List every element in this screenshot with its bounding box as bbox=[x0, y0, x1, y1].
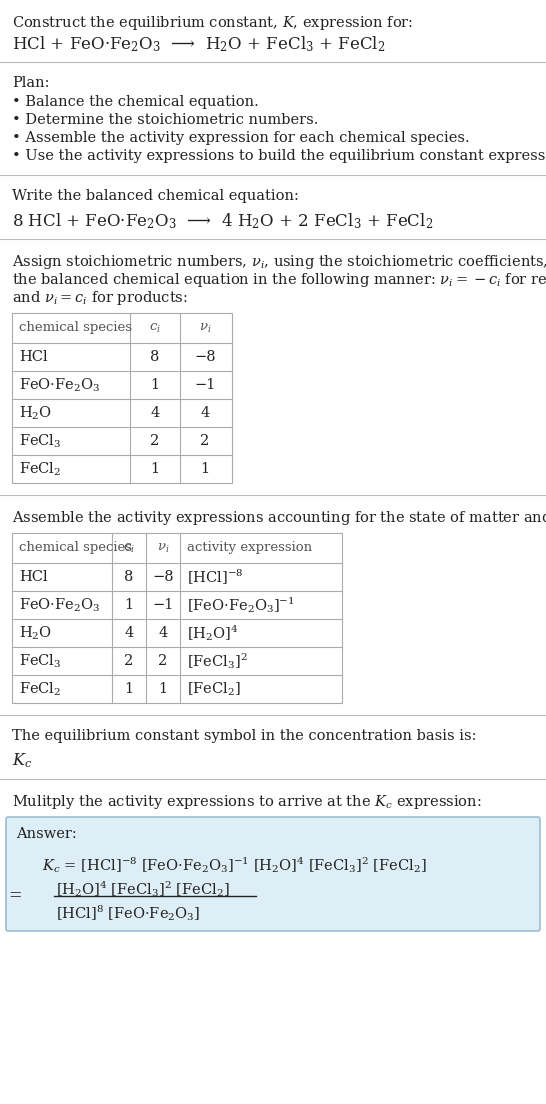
Text: 2: 2 bbox=[150, 434, 159, 448]
Text: 4: 4 bbox=[150, 406, 159, 420]
Text: Write the balanced chemical equation:: Write the balanced chemical equation: bbox=[12, 189, 299, 203]
Text: $K_c$ = [HCl]$^{-8}$ [FeO·Fe$_2$O$_3$]$^{-1}$ [H$_2$O]$^4$ [FeCl$_3$]$^2$ [FeCl$: $K_c$ = [HCl]$^{-8}$ [FeO·Fe$_2$O$_3$]$^… bbox=[42, 854, 427, 874]
Text: chemical species: chemical species bbox=[19, 541, 132, 554]
Text: FeCl$_2$: FeCl$_2$ bbox=[19, 460, 61, 478]
Text: FeCl$_3$: FeCl$_3$ bbox=[19, 652, 62, 670]
Text: 1: 1 bbox=[200, 461, 210, 476]
Text: Assemble the activity expressions accounting for the state of matter and $\nu_i$: Assemble the activity expressions accoun… bbox=[12, 509, 546, 527]
Text: 8: 8 bbox=[124, 570, 134, 584]
Text: [FeO·Fe$_2$O$_3$]$^{-1}$: [FeO·Fe$_2$O$_3$]$^{-1}$ bbox=[187, 595, 295, 615]
Text: −8: −8 bbox=[194, 350, 216, 364]
Text: −1: −1 bbox=[152, 598, 174, 612]
Text: 4: 4 bbox=[200, 406, 210, 420]
Text: Mulitply the activity expressions to arrive at the $K_c$ expression:: Mulitply the activity expressions to arr… bbox=[12, 793, 482, 811]
Text: Plan:: Plan: bbox=[12, 76, 50, 91]
Text: 8 HCl + FeO·Fe$_2$O$_3$  ⟶  4 H$_2$O + 2 FeCl$_3$ + FeCl$_2$: 8 HCl + FeO·Fe$_2$O$_3$ ⟶ 4 H$_2$O + 2 F… bbox=[12, 211, 433, 231]
Text: • Determine the stoichiometric numbers.: • Determine the stoichiometric numbers. bbox=[12, 113, 318, 127]
Text: • Use the activity expressions to build the equilibrium constant expression.: • Use the activity expressions to build … bbox=[12, 149, 546, 163]
Text: FeCl$_3$: FeCl$_3$ bbox=[19, 433, 62, 449]
Text: FeO·Fe$_2$O$_3$: FeO·Fe$_2$O$_3$ bbox=[19, 596, 100, 614]
Text: $c_i$: $c_i$ bbox=[149, 321, 161, 335]
Text: The equilibrium constant symbol in the concentration basis is:: The equilibrium constant symbol in the c… bbox=[12, 729, 477, 743]
Text: and $\nu_i = c_i$ for products:: and $\nu_i = c_i$ for products: bbox=[12, 289, 188, 307]
Text: $c_i$: $c_i$ bbox=[123, 541, 135, 554]
Text: 1: 1 bbox=[151, 461, 159, 476]
FancyBboxPatch shape bbox=[6, 817, 540, 931]
Text: −8: −8 bbox=[152, 570, 174, 584]
Text: 2: 2 bbox=[200, 434, 210, 448]
Text: HCl: HCl bbox=[19, 570, 48, 584]
Text: 8: 8 bbox=[150, 350, 159, 364]
Text: [H$_2$O]$^4$ [FeCl$_3$]$^2$ [FeCl$_2$]: [H$_2$O]$^4$ [FeCl$_3$]$^2$ [FeCl$_2$] bbox=[56, 879, 230, 899]
Text: [H$_2$O]$^4$: [H$_2$O]$^4$ bbox=[187, 623, 239, 643]
Text: 4: 4 bbox=[158, 626, 168, 640]
Text: • Assemble the activity expression for each chemical species.: • Assemble the activity expression for e… bbox=[12, 131, 470, 145]
Text: the balanced chemical equation in the following manner: $\nu_i = -c_i$ for react: the balanced chemical equation in the fo… bbox=[12, 270, 546, 289]
Bar bbox=[12, 533, 342, 703]
Text: Answer:: Answer: bbox=[16, 827, 77, 841]
Text: activity expression: activity expression bbox=[187, 541, 312, 554]
Text: 2: 2 bbox=[158, 654, 168, 668]
Text: • Balance the chemical equation.: • Balance the chemical equation. bbox=[12, 95, 259, 109]
Text: chemical species: chemical species bbox=[19, 321, 132, 335]
Text: 1: 1 bbox=[124, 598, 134, 612]
Text: [FeCl$_2$]: [FeCl$_2$] bbox=[187, 680, 241, 698]
Text: −1: −1 bbox=[194, 378, 216, 392]
Text: Construct the equilibrium constant, $K$, expression for:: Construct the equilibrium constant, $K$,… bbox=[12, 14, 413, 32]
Text: [HCl]$^8$ [FeO·Fe$_2$O$_3$]: [HCl]$^8$ [FeO·Fe$_2$O$_3$] bbox=[56, 903, 200, 923]
Text: [FeCl$_3$]$^2$: [FeCl$_3$]$^2$ bbox=[187, 651, 248, 671]
Text: HCl + FeO·Fe$_2$O$_3$  ⟶  H$_2$O + FeCl$_3$ + FeCl$_2$: HCl + FeO·Fe$_2$O$_3$ ⟶ H$_2$O + FeCl$_3… bbox=[12, 34, 385, 54]
Text: $K_c$: $K_c$ bbox=[12, 751, 32, 769]
Bar bbox=[12, 314, 232, 484]
Text: 1: 1 bbox=[124, 682, 134, 696]
Text: H$_2$O: H$_2$O bbox=[19, 404, 52, 422]
Text: Assign stoichiometric numbers, $\nu_i$, using the stoichiometric coefficients, $: Assign stoichiometric numbers, $\nu_i$, … bbox=[12, 253, 546, 270]
Text: FeO·Fe$_2$O$_3$: FeO·Fe$_2$O$_3$ bbox=[19, 376, 100, 394]
Text: 4: 4 bbox=[124, 626, 134, 640]
Text: 1: 1 bbox=[151, 378, 159, 392]
Text: 1: 1 bbox=[158, 682, 168, 696]
Text: 2: 2 bbox=[124, 654, 134, 668]
Text: H$_2$O: H$_2$O bbox=[19, 624, 52, 641]
Text: FeCl$_2$: FeCl$_2$ bbox=[19, 680, 61, 698]
Text: $\nu_i$: $\nu_i$ bbox=[157, 541, 169, 554]
Text: HCl: HCl bbox=[19, 350, 48, 364]
Text: $\nu_i$: $\nu_i$ bbox=[199, 321, 211, 335]
Text: [HCl]$^{-8}$: [HCl]$^{-8}$ bbox=[187, 567, 244, 586]
Text: =: = bbox=[9, 888, 22, 904]
